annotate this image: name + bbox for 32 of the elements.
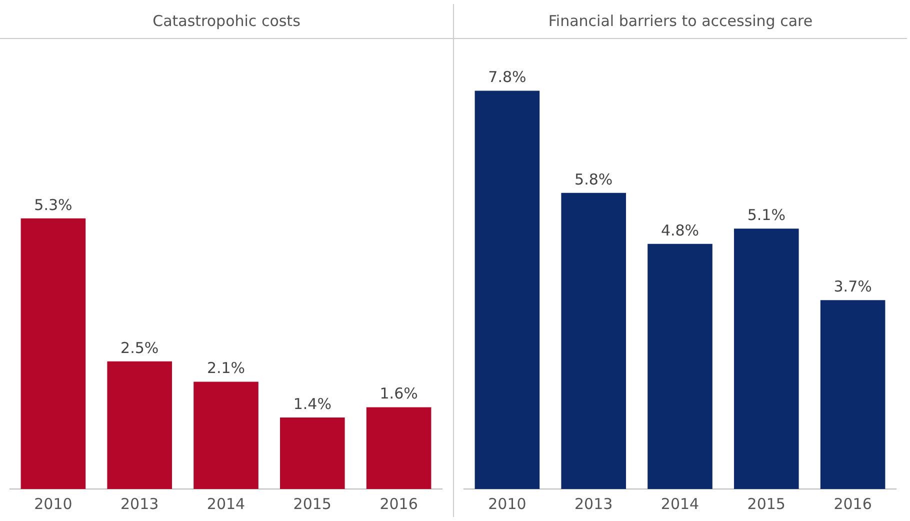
bar [734,228,799,489]
x-tick-label: 2010 [34,494,72,513]
x-tick-label: 2014 [660,494,700,513]
data-label: 1.4% [293,394,332,413]
bar [648,244,712,489]
data-label: 4.8% [660,221,700,240]
data-label: 5.3% [34,196,72,214]
data-label: 7.8% [488,68,526,86]
x-tick-label: 2015 [747,494,786,513]
chart-title: Catastropohic costs [0,4,453,39]
chart-title: Financial barriers to accessing care [454,4,907,39]
data-label: 2.5% [120,338,159,357]
data-label: 1.6% [380,384,418,403]
x-tick-label: 2010 [488,494,526,513]
data-label: 5.8% [574,170,613,188]
x-tick-label: 2016 [834,494,872,513]
x-tick-label: 2014 [206,494,246,513]
x-tick-label: 2013 [574,494,613,513]
bar [366,407,432,489]
bar [474,90,540,489]
x-tick-label: 2016 [380,494,418,513]
bar [107,361,172,489]
bar [820,300,886,489]
data-label: 2.1% [206,359,246,378]
bar [20,218,86,489]
bar [194,382,258,489]
x-tick-label: 2015 [293,494,332,513]
bar [280,418,345,489]
data-label: 3.7% [834,277,872,296]
data-label: 5.1% [747,206,786,224]
x-tick-label: 2013 [120,494,159,513]
bar [561,192,626,489]
